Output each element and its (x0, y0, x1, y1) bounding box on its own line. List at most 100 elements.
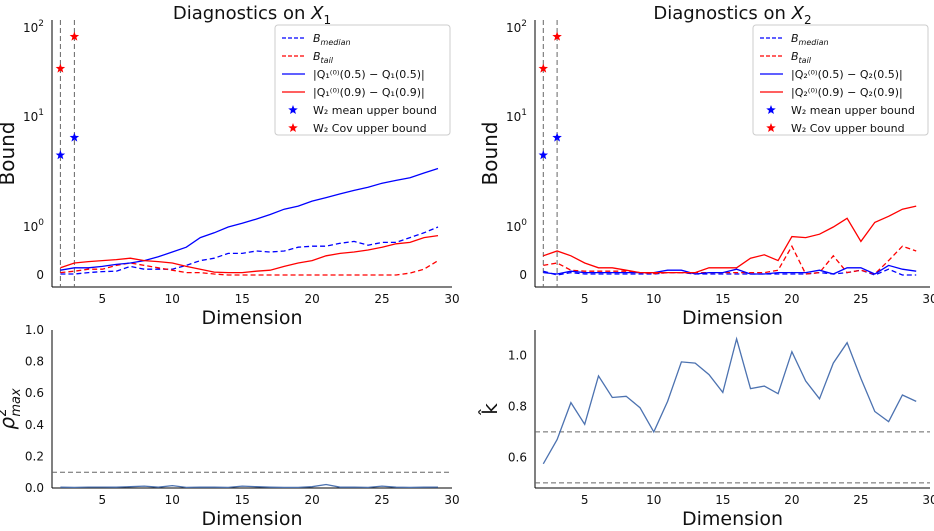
title-subscript: 1 (324, 13, 332, 27)
x-tick-label: 20 (784, 292, 799, 306)
y-axis-label: ρ2max (0, 388, 24, 430)
y-tick-exp: 2 (521, 19, 527, 29)
y-tick-base: 10 (23, 110, 38, 124)
title-prefix: Diagnostics on (173, 3, 311, 24)
star-marker-W2-mean (552, 132, 562, 142)
series-line-B_median (60, 226, 439, 275)
y-axis-label: Bound (0, 121, 19, 185)
y-tick-label: 0 (36, 268, 44, 282)
y-tick-label: 102 (506, 19, 527, 35)
x-tick-label: 15 (235, 292, 250, 306)
x-tick-label: 10 (646, 493, 661, 507)
x-axis-label: Dimension (202, 307, 303, 329)
y-tick-label: 101 (23, 108, 44, 124)
star-marker-W2-mean (55, 150, 66, 160)
star-marker-W2-cov (55, 63, 66, 73)
legend-label-W2-cov: W₂ Cov upper bound (313, 122, 427, 135)
legend-label-B_median: Bmedian (791, 32, 829, 47)
y-tick-label: 1.0 (25, 323, 44, 337)
x-tick-label: 10 (165, 493, 180, 507)
y-axis-label: k̂ (478, 403, 502, 415)
series-line-B_tail (60, 260, 439, 276)
x-tick-label: 30 (922, 493, 934, 507)
series-line-rho2max (60, 483, 439, 489)
series-line-median-diff (543, 264, 917, 275)
x-tick-label: 25 (374, 493, 389, 507)
x-tick-label: 30 (444, 292, 459, 306)
y-tick-label: 0.8 (508, 399, 527, 413)
x-tick-label: 20 (304, 493, 319, 507)
series-line-tail-diff (60, 234, 439, 274)
x-tick-label: 10 (646, 292, 661, 306)
y-label-sup: 2 (0, 409, 10, 417)
legend-frame (274, 24, 451, 136)
legend-label-B_tail: Btail (791, 50, 812, 65)
legend-main: B (313, 50, 321, 63)
y-tick-label: 0.4 (25, 418, 44, 432)
y-tick-label: 102 (23, 19, 44, 35)
legend-star-W2-cov (288, 123, 298, 133)
y-tick-exp: 2 (38, 19, 44, 29)
legend-star-W2-mean (766, 105, 776, 115)
legend-label-B_median: Bmedian (313, 32, 351, 47)
y-tick-label: 0.8 (25, 355, 44, 369)
x-tick-label: 25 (853, 493, 868, 507)
y-tick-base: 10 (23, 21, 38, 35)
legend-sub: median (799, 38, 829, 47)
y-tick-exp: 0 (38, 218, 44, 228)
y-tick-base: 10 (506, 220, 521, 234)
legend-label-tail-diff: |Q₂⁽⁰⁾(0.9) − Q₂(0.9)| (791, 86, 903, 99)
legend-main: B (791, 50, 799, 63)
legend-label-B_tail: Btail (313, 50, 334, 65)
series-line-median-diff (60, 167, 439, 271)
legend-label-median-diff: |Q₁⁽⁰⁾(0.5) − Q₁(0.5)| (313, 68, 425, 81)
x-tick-label: 15 (715, 493, 730, 507)
x-axis-label: Dimension (682, 508, 783, 530)
star-marker-W2-mean (69, 132, 80, 142)
panel-bottom-left: 5 10 15 20 25 30 0.0 0.2 0.4 0.6 0.8 1.0 Dimension ρ2… (0, 323, 460, 530)
y-tick-base: 10 (23, 220, 38, 234)
x-tick-label: 25 (374, 292, 389, 306)
x-tick-label: 10 (165, 292, 180, 306)
y-tick-label: 101 (506, 108, 527, 124)
series-line-tail-diff (543, 205, 917, 274)
legend-sub: tail (799, 56, 812, 65)
y-tick-base: 10 (506, 110, 521, 124)
y-tick-base: 10 (506, 21, 521, 35)
title-subscript: 2 (804, 13, 812, 27)
chart-title: Diagnostics on X1 (173, 3, 331, 27)
x-tick-label: 15 (235, 493, 250, 507)
y-tick-exp: 1 (521, 108, 527, 118)
x-tick-label: 20 (304, 292, 319, 306)
x-tick-label: 30 (922, 292, 934, 306)
legend-sub: median (321, 38, 351, 47)
y-tick-exp: 1 (38, 108, 44, 118)
y-tick-label: 100 (23, 218, 44, 234)
title-variable: X (791, 3, 805, 24)
x-tick-label: 15 (715, 292, 730, 306)
y-tick-label: 0.6 (508, 450, 527, 464)
legend-main: B (791, 32, 799, 45)
y-label-main: ρ (0, 417, 19, 430)
series-line-B_tail (543, 244, 917, 275)
legend-label-W2-mean: W₂ mean upper bound (791, 104, 915, 117)
legend: Bmedian Btail |Q₁⁽⁰⁾(0.5) − Q₁(0.5)| |Q₁⁽⁰⁾… (274, 24, 451, 136)
legend-label-W2-mean: W₂ mean upper bound (313, 104, 437, 117)
legend-star-W2-mean (288, 105, 298, 115)
y-tick-label: 0.6 (25, 386, 44, 400)
legend-main: B (313, 32, 321, 45)
legend-label-tail-diff: |Q₁⁽⁰⁾(0.9) − Q₁(0.9)| (313, 86, 425, 99)
series-line-B_median (543, 268, 917, 276)
y-label-sub: max (9, 388, 24, 417)
x-tick-label: 30 (444, 493, 459, 507)
y-tick-label: 0 (519, 268, 527, 282)
star-marker-W2-mean (538, 150, 549, 160)
star-marker-W2-cov (552, 31, 562, 41)
x-tick-label: 20 (784, 493, 799, 507)
series-line-khat (542, 336, 917, 465)
title-prefix: Diagnostics on (653, 3, 791, 24)
